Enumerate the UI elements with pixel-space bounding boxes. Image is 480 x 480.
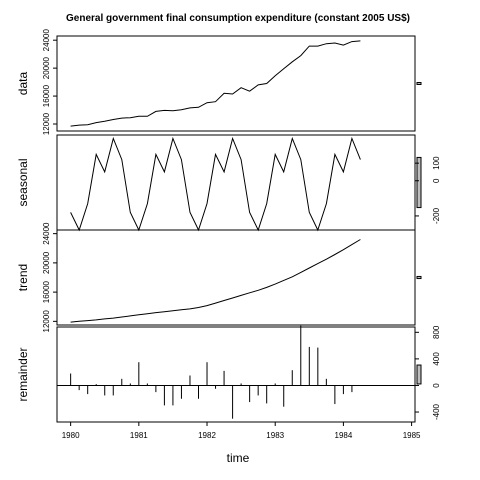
seasonal-series-line: [70, 136, 361, 232]
remainder-scale-bar: [416, 364, 422, 385]
panels-group: 12000 16000 20000 24000 data -200 0 100 seasonal…: [16, 29, 441, 423]
trend-scale-bar: [416, 275, 422, 280]
panel-remainder: -400 0 400 800 remainder: [16, 325, 441, 423]
trend-panel-frame: [56, 229, 416, 326]
x-tick-label: 1984: [335, 431, 353, 440]
x-tick-label: 1985: [403, 431, 421, 440]
panel-seasonal: -200 0 100 seasonal: [16, 134, 441, 232]
x-tick-label: 1980: [62, 431, 80, 440]
data-scale-bar: [416, 82, 422, 85]
trend-y-tick-label: 20000: [42, 251, 51, 274]
x-tick-label: 1982: [198, 431, 216, 440]
data-y-tick-label: 16000: [42, 84, 51, 107]
data-y-tick-label: 20000: [42, 56, 51, 79]
x-tick-label: 1983: [266, 431, 284, 440]
x-tick-label: 1981: [130, 431, 148, 440]
x-axis: 1980 1981 1982 1983 1984 1985: [62, 422, 421, 440]
data-y-tick-label: 24000: [42, 29, 51, 52]
remainder-y-tick-label: 400: [432, 352, 441, 366]
seasonal-y-tick-label: 0: [432, 178, 441, 183]
trend-series-line: [70, 239, 361, 323]
trend-y-tick-label: 12000: [42, 310, 51, 333]
trend-y-tick-label: 16000: [42, 280, 51, 303]
x-axis-label: time: [227, 451, 250, 465]
remainder-y-tick-label: -400: [432, 403, 441, 420]
remainder-y-tick-label: 0: [432, 383, 441, 388]
data-panel-frame: [56, 35, 416, 132]
data-y-tick-label: 12000: [42, 112, 51, 135]
trend-y-tick-label: 24000: [42, 222, 51, 245]
remainder-y-tick-label: 800: [432, 325, 441, 339]
remainder-axis-label: remainder: [16, 347, 30, 401]
data-series-line: [70, 40, 361, 127]
trend-axis-label: trend: [16, 264, 30, 291]
seasonal-scale-bar: [416, 156, 422, 209]
seasonal-y-tick-label: -200: [432, 207, 441, 224]
chart-title: General government final consumption exp…: [66, 13, 410, 24]
seasonal-axis-label: seasonal: [16, 158, 30, 206]
panel-data: 12000 16000 20000 24000 data: [16, 29, 422, 135]
data-axis-label: data: [16, 71, 30, 95]
panel-trend: 12000 16000 20000 24000 trend: [16, 222, 422, 333]
seasonal-y-tick-label: 100: [432, 156, 441, 170]
remainder-panel-frame: [56, 326, 416, 423]
